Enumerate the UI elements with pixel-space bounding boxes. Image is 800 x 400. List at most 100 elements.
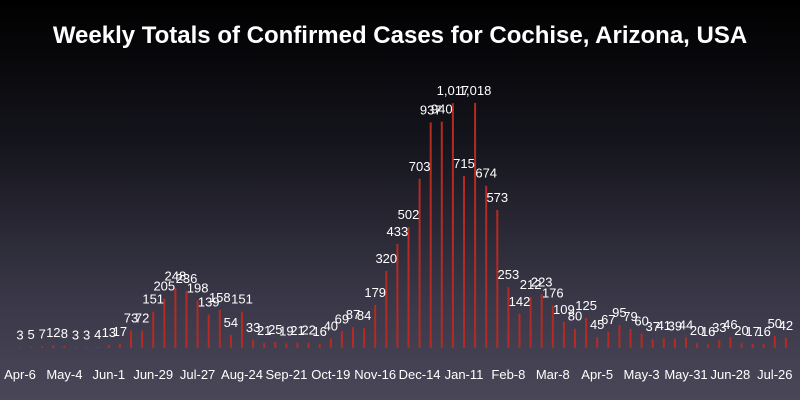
bar	[130, 330, 132, 348]
data-label: 198	[187, 280, 209, 295]
data-label: 7	[39, 326, 46, 341]
data-label: 940	[431, 102, 453, 117]
data-label: 87	[346, 307, 360, 322]
data-label: 8	[61, 326, 68, 341]
bar	[784, 337, 787, 348]
x-tick-label: Apr-5	[581, 367, 613, 382]
data-label: 3	[72, 327, 79, 342]
data-label: 125	[575, 298, 597, 313]
data-label: 4	[94, 327, 101, 342]
data-label: 236	[176, 271, 198, 286]
bar	[640, 333, 643, 348]
bar	[318, 344, 321, 348]
data-label: 179	[364, 285, 386, 300]
bar	[429, 122, 432, 349]
data-label: 16	[312, 324, 326, 339]
bar	[762, 344, 765, 348]
bar	[185, 291, 188, 348]
bar	[685, 337, 687, 348]
x-tick-label: Jul-27	[180, 367, 215, 382]
data-label: 17	[745, 324, 759, 339]
bar	[307, 342, 310, 348]
bar	[196, 300, 199, 348]
bar	[707, 344, 710, 348]
data-label: 1,018	[459, 83, 492, 98]
bar	[574, 328, 576, 348]
bar	[218, 309, 221, 348]
data-label: 21	[257, 323, 271, 338]
data-label: 176	[542, 286, 564, 301]
data-label: 21	[290, 323, 304, 338]
bar	[30, 346, 33, 348]
bar	[673, 338, 676, 348]
bar	[52, 345, 55, 348]
data-label: 39	[668, 319, 682, 334]
x-tick-label: Sep-21	[265, 367, 307, 382]
data-label: 109	[553, 302, 575, 317]
data-label: 60	[634, 314, 648, 329]
data-label: 19	[279, 323, 293, 338]
bar	[274, 341, 277, 348]
x-tick-label: Feb-8	[491, 367, 525, 382]
data-label: 67	[601, 312, 615, 327]
data-label: 50	[768, 316, 782, 331]
data-label: 16	[701, 324, 715, 339]
data-label: 22	[301, 323, 315, 338]
bar	[651, 339, 654, 348]
x-tick-label: Apr-6	[4, 367, 36, 382]
x-tick-label: May-3	[624, 367, 660, 382]
x-tick-label: Aug-24	[221, 367, 263, 382]
x-tick-label: Dec-14	[399, 367, 441, 382]
bar	[596, 337, 599, 348]
bar	[585, 317, 588, 348]
bar	[529, 296, 532, 348]
bar	[718, 340, 721, 348]
x-tick-label: Jul-26	[757, 367, 792, 382]
x-tick-label: Jun-1	[93, 367, 126, 382]
bar	[96, 347, 99, 348]
bar	[474, 102, 477, 349]
x-tick-label: Mar-8	[536, 367, 570, 382]
data-label: 3	[16, 327, 23, 342]
bar	[107, 344, 110, 348]
x-tick-label: Jun-28	[711, 367, 751, 382]
data-label: 212	[520, 277, 542, 292]
bar	[263, 342, 266, 348]
data-label: 205	[153, 279, 175, 294]
bar	[74, 347, 77, 348]
data-label: 1,017	[437, 83, 470, 98]
data-label: 25	[268, 322, 282, 337]
data-label: 72	[135, 311, 149, 326]
data-label: 12	[46, 325, 60, 340]
x-tick-label: Jan-11	[445, 367, 484, 382]
bar	[518, 313, 521, 348]
data-label: 84	[357, 308, 371, 323]
bar	[296, 342, 299, 348]
data-label: 41	[657, 318, 671, 333]
data-label: 44	[679, 317, 693, 332]
data-label: 320	[375, 251, 397, 266]
data-label: 253	[498, 267, 520, 282]
data-label: 40	[324, 318, 338, 333]
chart-title: Weekly Totals of Confirmed Cases for Coc…	[53, 22, 747, 49]
data-label: 79	[623, 309, 637, 324]
data-label: 42	[779, 318, 793, 333]
bar	[773, 335, 776, 348]
data-label: 16	[756, 324, 770, 339]
bar	[551, 305, 554, 348]
bar	[540, 294, 543, 348]
bar	[374, 304, 377, 348]
data-label: 95	[612, 305, 626, 320]
x-tick-label: Oct-19	[311, 367, 350, 382]
data-label: 674	[475, 166, 497, 181]
x-tick-label: May-31	[664, 367, 707, 382]
data-label: 73	[124, 310, 138, 325]
data-label: 37	[645, 319, 659, 334]
bar	[629, 328, 632, 348]
x-tick-label: Nov-16	[354, 367, 396, 382]
bar	[118, 343, 121, 348]
bar	[285, 343, 288, 348]
bar	[340, 331, 343, 348]
bar	[407, 227, 410, 348]
